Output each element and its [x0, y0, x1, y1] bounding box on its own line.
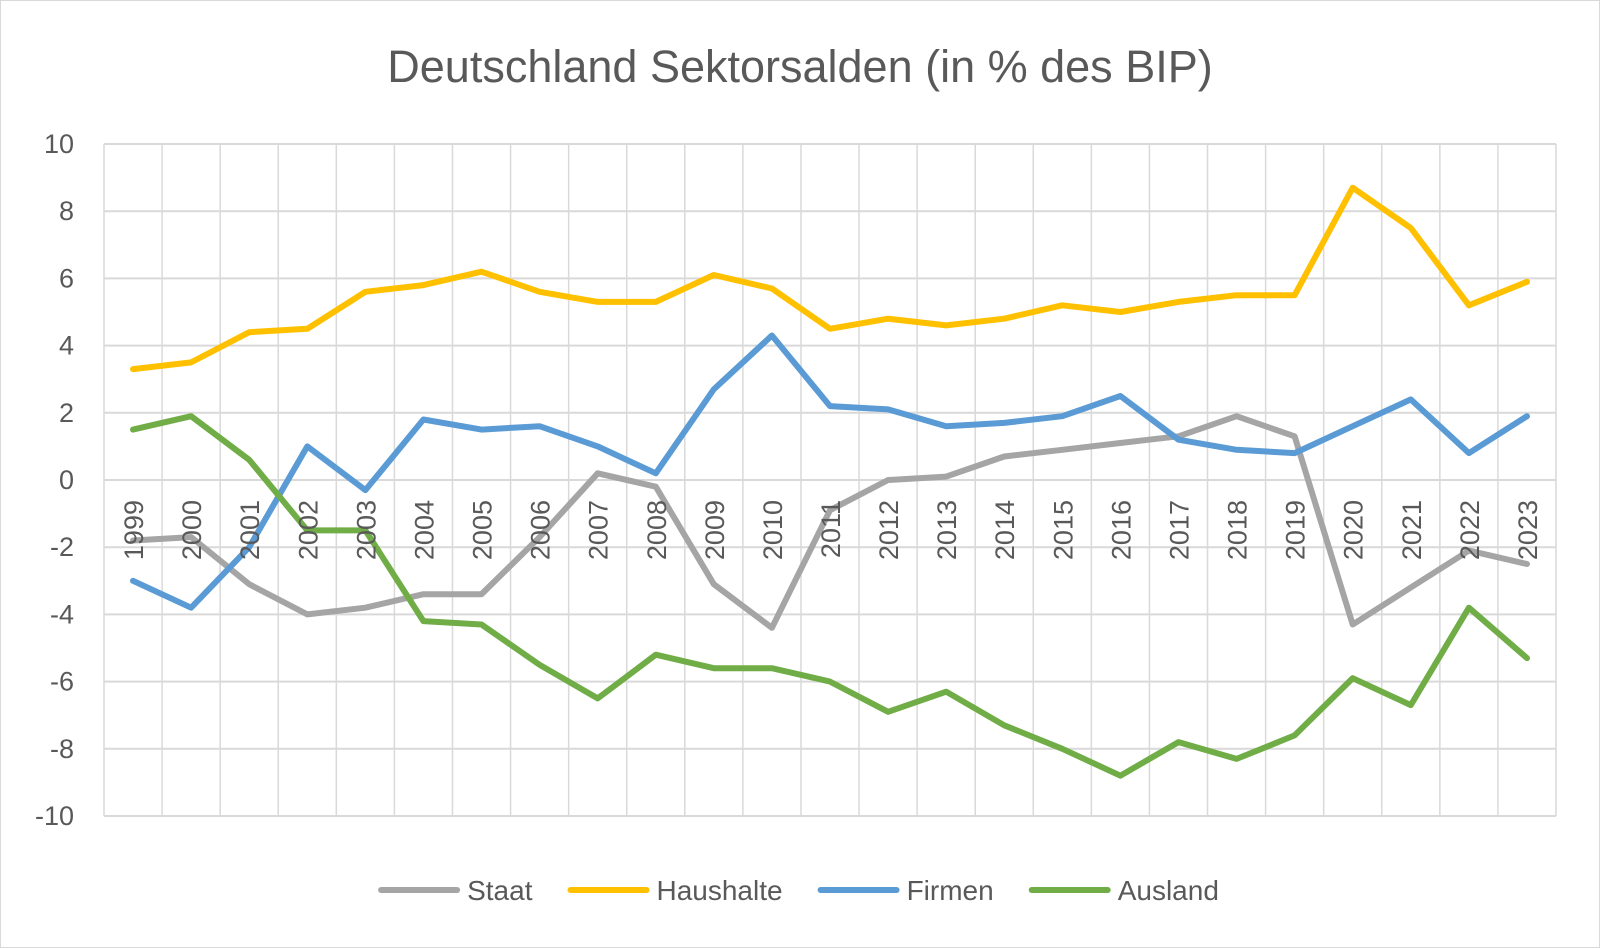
y-tick-label: -2 — [50, 532, 74, 562]
x-tick-label: 2012 — [874, 500, 904, 560]
x-tick-label: 2002 — [293, 500, 323, 560]
x-axis-tick-labels: 1999 2000 2001 2002 2003 2004 2005 2006 2007 2008… — [119, 500, 1543, 560]
gridlines — [103, 143, 1557, 817]
series-lines — [130, 184, 1530, 779]
chart-title: Deutschland Sektorsalden (in % des BIP) — [387, 41, 1212, 92]
legend-label-haushalte: Haushalte — [656, 875, 782, 906]
x-tick-label: 2016 — [1106, 500, 1136, 560]
y-tick-label: 0 — [59, 465, 74, 495]
y-axis-tick-labels: 10 8 6 4 2 0 -2 -4 -6 -8 -10 — [35, 129, 74, 831]
series-line-haushalte — [130, 184, 1530, 373]
x-tick-label: 2010 — [758, 500, 788, 560]
y-tick-label: 10 — [44, 129, 74, 159]
x-tick-label: 2001 — [235, 500, 265, 560]
x-tick-label: 2015 — [1048, 500, 1078, 560]
x-tick-label: 2022 — [1455, 500, 1485, 560]
y-tick-label: -10 — [35, 801, 74, 831]
legend-label-staat: Staat — [467, 875, 533, 906]
x-tick-label: 2004 — [409, 500, 439, 560]
x-tick-label: 2008 — [642, 500, 672, 560]
x-tick-label: 2014 — [990, 500, 1020, 560]
legend: Staat Haushalte Firmen Ausland — [378, 875, 1219, 906]
x-tick-label: 2018 — [1223, 500, 1253, 560]
series-line-staat — [130, 413, 1530, 631]
x-tick-label: 2011 — [816, 500, 846, 558]
x-tick-label: 2020 — [1339, 500, 1369, 560]
y-tick-label: 6 — [59, 263, 74, 293]
y-tick-label: 8 — [59, 196, 74, 226]
y-tick-label: 4 — [59, 331, 74, 361]
x-tick-label: 2009 — [700, 500, 730, 560]
x-tick-label: 2013 — [932, 500, 962, 560]
y-tick-label: -4 — [50, 599, 74, 629]
x-tick-label: 2007 — [584, 500, 614, 560]
legend-label-firmen: Firmen — [907, 875, 994, 906]
series-line-ausland — [130, 413, 1530, 779]
x-tick-label: 2000 — [177, 500, 207, 560]
x-tick-label: 2003 — [351, 500, 381, 560]
y-tick-label: 2 — [59, 398, 74, 428]
x-tick-label: 2006 — [526, 500, 556, 560]
x-tick-label: 2023 — [1513, 500, 1543, 560]
x-tick-label: 2021 — [1397, 500, 1427, 560]
y-tick-label: -8 — [50, 734, 74, 764]
x-tick-label: 2017 — [1164, 500, 1194, 560]
y-tick-label: -6 — [50, 667, 74, 697]
x-tick-label: 1999 — [119, 500, 149, 560]
x-tick-label: 2019 — [1281, 500, 1311, 560]
x-tick-label: 2005 — [468, 500, 498, 560]
legend-label-ausland: Ausland — [1118, 875, 1219, 906]
series-line-firmen — [130, 332, 1530, 611]
